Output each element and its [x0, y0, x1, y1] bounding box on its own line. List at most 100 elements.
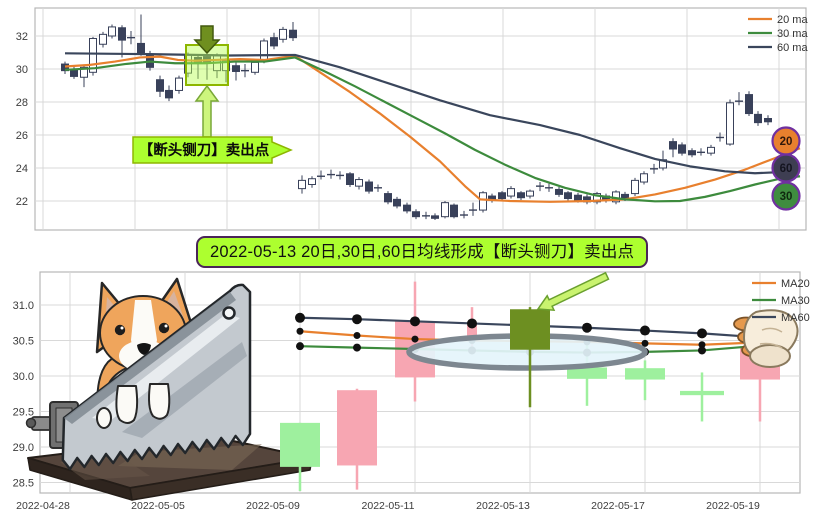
ma-marker — [582, 322, 592, 333]
ma-marker — [411, 335, 419, 343]
candle-body — [279, 28, 287, 40]
badge-30 — [771, 181, 801, 211]
ma-marker — [296, 327, 304, 335]
sell-callout-label: 【断头铡刀】卖出点 — [139, 141, 270, 159]
candle-body — [631, 179, 639, 195]
ma-marker — [410, 316, 420, 327]
candle-body — [337, 390, 377, 466]
candle-body — [507, 188, 515, 197]
candle-body — [99, 33, 107, 45]
candle-body — [431, 215, 439, 219]
candle-body — [108, 26, 116, 37]
candle-body — [289, 29, 297, 39]
y-tick-label: 24 — [16, 163, 28, 175]
candle-body — [467, 324, 477, 340]
candle-body — [764, 118, 772, 123]
candle-body — [688, 150, 696, 156]
candle-body — [118, 27, 126, 41]
candle-body — [260, 40, 268, 62]
candle-body — [80, 66, 88, 78]
corgi-guillotine-illustration — [25, 277, 313, 501]
legend-label-ma30: MA30 — [781, 295, 810, 307]
fist-illustration — [733, 309, 799, 368]
ma-line — [64, 54, 801, 203]
candle-body — [517, 192, 525, 199]
candle-body — [754, 113, 762, 124]
top-chart-grid — [34, 7, 807, 231]
candle-body — [232, 65, 240, 72]
candle-body — [393, 198, 401, 207]
x-tick-label: 2022-04-28 — [16, 500, 70, 512]
sell-callout-shape — [132, 136, 293, 164]
candle-body — [450, 204, 458, 218]
candle-body — [412, 211, 420, 218]
candle-body — [498, 192, 506, 200]
ma-marker — [467, 318, 477, 329]
ma-marker — [353, 343, 361, 352]
signal-candle-overlay — [510, 307, 550, 408]
ma-marker — [698, 341, 706, 349]
bottom-chart-legend: MA20 MA30 MA60 — [752, 278, 810, 324]
badge-60-label: 60 — [780, 163, 793, 175]
ma-marker — [296, 342, 304, 351]
y-tick-label: 30.5 — [13, 336, 34, 348]
candle-body — [564, 192, 572, 200]
sell-callout: 【断头铡刀】卖出点 — [132, 136, 293, 164]
ma-marker — [353, 332, 361, 340]
y-tick-label: 31.0 — [13, 300, 34, 312]
corgi-paws — [96, 383, 171, 429]
ma-marker — [641, 339, 649, 347]
y-tick-label: 22 — [16, 196, 28, 208]
candle-body — [593, 193, 601, 203]
x-tick-label: 2022-05-11 — [362, 500, 415, 512]
ma-marker — [697, 328, 707, 339]
legend-label-ma60: MA60 — [781, 312, 810, 324]
candle-body — [156, 79, 164, 92]
y-tick-label: 29.0 — [13, 442, 34, 454]
y-tick-label: 28 — [16, 97, 28, 109]
top-chart-legend: 20 ma 30 ma 60 ma — [748, 14, 808, 54]
candle-body — [137, 42, 145, 54]
candle-body — [726, 102, 734, 145]
ma-marker — [698, 346, 706, 355]
guillotine-base — [27, 435, 313, 501]
y-tick-label: 26 — [16, 130, 28, 142]
plot-area — [34, 7, 807, 231]
x-tick-label: 2022-05-19 — [706, 500, 760, 512]
badge-20-label: 20 — [780, 136, 793, 148]
candle-body — [640, 173, 648, 183]
candle-body — [89, 37, 97, 73]
badge-30-label: 30 — [780, 191, 793, 203]
top-chart-candles — [61, 14, 772, 220]
x-tick-label: 2022-05-09 — [246, 500, 300, 512]
candle-body — [280, 422, 320, 467]
candle-body — [365, 181, 373, 192]
ma-line — [64, 52, 801, 175]
legend-label-60ma: 60 ma — [777, 42, 808, 54]
candle-body — [707, 146, 715, 154]
y-tick-label: 30.0 — [13, 371, 34, 383]
candle-body — [745, 94, 753, 115]
ma-marker — [640, 325, 650, 336]
x-tick-label: 2022-05-05 — [131, 500, 185, 512]
candle-body — [625, 368, 665, 380]
candle-body — [308, 178, 316, 186]
ma-marker — [295, 312, 305, 323]
candle-body — [669, 141, 677, 150]
candle-body — [555, 188, 563, 195]
ma-marker — [352, 314, 362, 325]
candle-body — [251, 61, 259, 73]
sell-down-arrow-icon — [193, 25, 221, 55]
y-tick-label: 29.5 — [13, 407, 34, 419]
candle-body — [403, 204, 411, 212]
candle-body — [574, 194, 582, 201]
candle-body — [479, 192, 487, 211]
candle-body — [270, 37, 278, 47]
candle-body — [678, 144, 686, 154]
candle-body — [355, 179, 363, 187]
legend-label-30ma: 30 ma — [777, 28, 808, 40]
y-tick-label: 30 — [16, 64, 28, 76]
candle-body — [510, 309, 550, 350]
